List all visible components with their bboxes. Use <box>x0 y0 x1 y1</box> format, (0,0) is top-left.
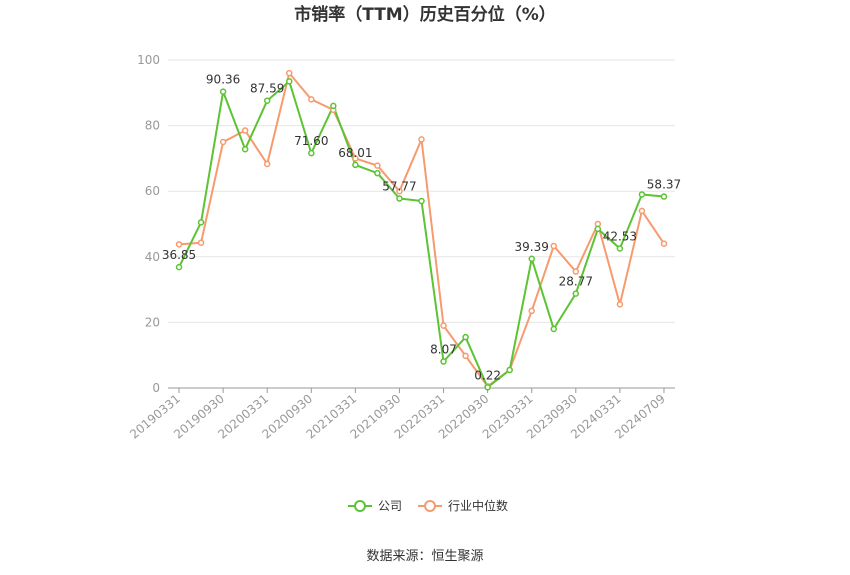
series-point-1 <box>263 160 271 168</box>
data-label: 68.01 <box>338 146 372 160</box>
series-point-1 <box>352 155 359 162</box>
legend-label[interactable]: 行业中位数 <box>448 498 508 513</box>
series-point-0 <box>219 88 227 95</box>
series-point-0 <box>528 255 535 263</box>
data-label: 0.22 <box>474 368 501 382</box>
series-point-1 <box>572 268 580 275</box>
data-label: 58.37 <box>647 178 681 192</box>
data-label: 42.53 <box>603 230 637 244</box>
series-point-1 <box>440 322 447 329</box>
series-point-1 <box>418 136 425 143</box>
series-point-1 <box>528 307 535 315</box>
series-point-0 <box>396 195 403 202</box>
y-tick-label: 80 <box>145 119 160 133</box>
series-point-0 <box>572 290 580 297</box>
data-label: 8.07 <box>430 343 457 357</box>
series-point-0 <box>484 384 491 391</box>
data-label: 28.77 <box>559 275 593 289</box>
series-point-0 <box>197 219 205 226</box>
series-point-1 <box>374 162 381 169</box>
series-point-0 <box>263 97 271 104</box>
series-point-1 <box>462 352 469 360</box>
series-point-0 <box>660 193 668 200</box>
series-point-0 <box>616 245 624 252</box>
series-point-0 <box>330 102 337 110</box>
series-point-0 <box>241 145 249 153</box>
data-label: 90.36 <box>206 73 240 87</box>
data-label: 57.77 <box>382 180 416 194</box>
series-lines <box>178 72 665 389</box>
y-tick-label: 100 <box>137 53 160 67</box>
data-label: 39.39 <box>515 240 549 254</box>
series-point-1 <box>175 241 183 248</box>
series-points <box>175 69 668 391</box>
series-point-0 <box>175 263 183 271</box>
series-point-0 <box>374 169 381 177</box>
series-point-1 <box>219 138 227 146</box>
series-point-0 <box>440 358 447 365</box>
y-tick-label: 60 <box>145 184 160 198</box>
data-label: 71.60 <box>294 134 328 148</box>
y-tick-label: 40 <box>145 250 160 264</box>
series-point-0 <box>594 225 602 233</box>
series-point-1 <box>308 96 315 103</box>
legend-label[interactable]: 公司 <box>378 499 402 513</box>
legend[interactable]: 公司 行业中位数 <box>348 498 508 513</box>
series-line-1 <box>178 72 665 388</box>
series-point-0 <box>550 325 558 333</box>
series-point-1 <box>197 239 205 246</box>
y-tick-label: 20 <box>145 315 160 329</box>
series-point-0 <box>352 161 359 169</box>
data-label: 36.85 <box>162 248 196 262</box>
data-label: 87.59 <box>250 82 284 96</box>
source-note: 数据来源：恒生聚源 <box>366 549 483 564</box>
series-point-1 <box>616 301 624 308</box>
y-tick-label: 0 <box>152 381 160 395</box>
series-point-0 <box>308 149 315 157</box>
series-point-1 <box>285 69 293 77</box>
series-point-0 <box>462 333 469 341</box>
axes: 0204060801002019033120190930202003312020… <box>127 53 675 442</box>
series-point-0 <box>285 78 293 85</box>
legend-swatch-marker[interactable] <box>354 500 366 512</box>
series-point-1 <box>638 207 646 215</box>
series-point-0 <box>638 191 646 198</box>
series-point-1 <box>241 127 249 134</box>
data-labels: 36.85 90.36 87.59 71.60 68.01 57.77 8.07 0.22 39… <box>162 73 681 383</box>
series-point-0 <box>418 197 425 205</box>
chart-title: 市销率（TTM）历史百分位（%） <box>294 4 556 25</box>
legend-swatch-marker[interactable] <box>424 500 436 512</box>
grid <box>168 59 675 323</box>
series-point-0 <box>506 366 513 374</box>
series-point-1 <box>396 187 403 195</box>
series-point-1 <box>660 240 668 247</box>
series-line-0 <box>178 80 665 389</box>
series-point-1 <box>550 242 558 250</box>
